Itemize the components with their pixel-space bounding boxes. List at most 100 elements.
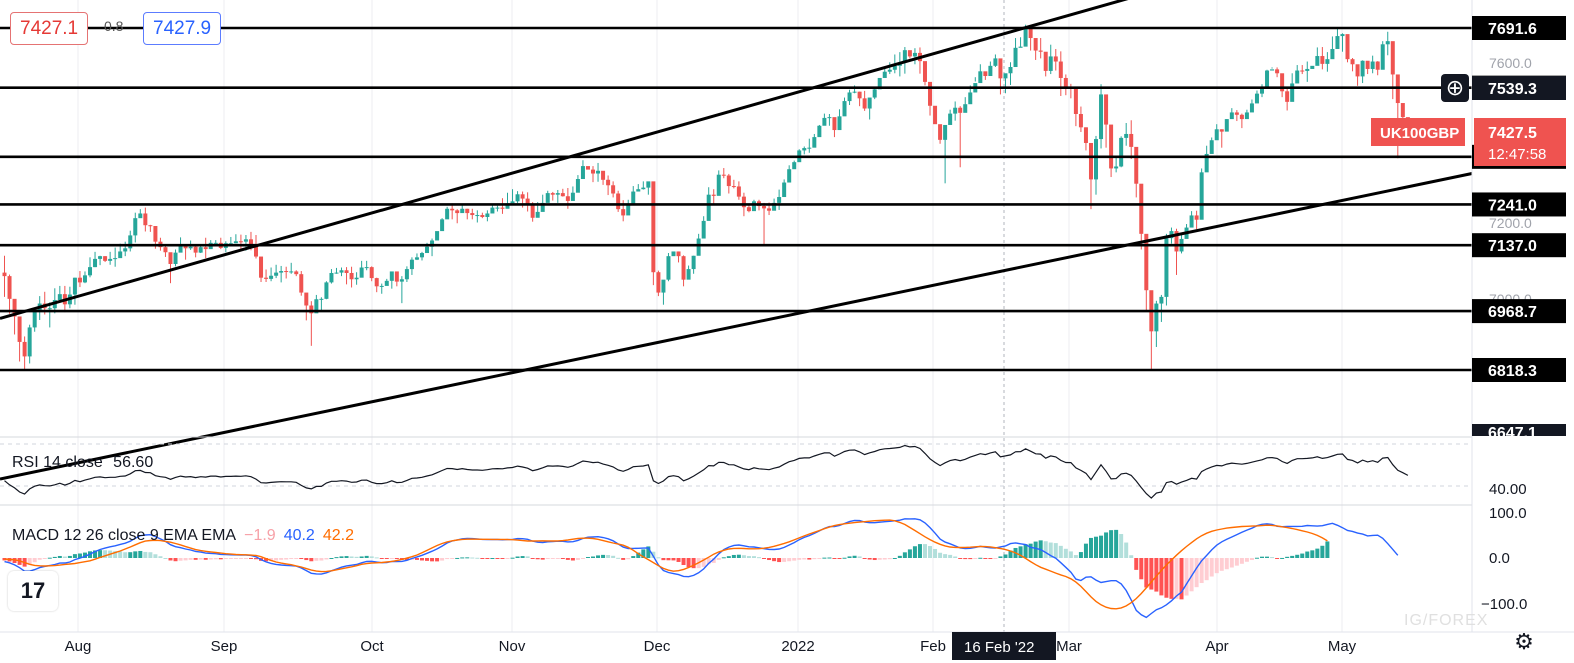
macd-histogram-bar <box>349 556 354 558</box>
candle-body <box>570 192 575 201</box>
candle-body <box>560 193 565 197</box>
candle-body <box>1058 61 1063 78</box>
macd-histogram-bar <box>676 558 681 562</box>
price-tick: 7200.0 <box>1489 215 1532 231</box>
symbol-label: UK100GBP <box>1380 125 1459 142</box>
crosshair-price-box <box>1472 76 1566 100</box>
macd-histogram-bar <box>822 557 827 559</box>
macd-histogram-bar <box>525 556 530 558</box>
macd-histogram-bar <box>907 549 912 558</box>
candle-body <box>792 162 797 170</box>
candle-body <box>1083 127 1088 143</box>
tradingview-logo-icon[interactable]: 17 <box>8 571 58 611</box>
candle-body <box>545 193 550 203</box>
candle-body <box>163 247 168 253</box>
add-alert-icon[interactable]: ⊕ <box>1441 74 1469 102</box>
candles <box>2 24 1410 371</box>
candle-body <box>530 203 535 218</box>
candle-body <box>243 239 248 242</box>
macd-histogram-bar <box>1159 558 1164 596</box>
candle-body <box>958 107 963 113</box>
macd-histogram-bar <box>1109 530 1114 558</box>
candle-body <box>248 239 253 245</box>
macd-histogram-bar <box>877 558 882 560</box>
candle-body <box>505 203 510 209</box>
candle-body <box>1305 68 1310 71</box>
candle-body <box>621 209 626 216</box>
macd-histogram-bar <box>1149 558 1154 590</box>
candle-body <box>445 208 450 220</box>
macd-histogram-bar <box>1270 557 1275 559</box>
macd-histogram-bar <box>1068 551 1073 558</box>
macd-histogram-bar <box>872 558 877 561</box>
candle-body <box>928 81 933 106</box>
candle-body <box>591 169 596 174</box>
candle-body <box>1134 146 1139 184</box>
candle-body <box>988 65 993 77</box>
candle-body <box>1370 61 1375 69</box>
macd-histogram-bar <box>1124 542 1129 558</box>
candle-body <box>847 92 852 102</box>
candle-body <box>1340 34 1345 37</box>
macd-histogram-bar <box>1219 558 1224 571</box>
macd-histogram-bar <box>807 558 812 560</box>
price-tick: 7600.0 <box>1489 55 1532 71</box>
macd-histogram-bar <box>1214 558 1219 574</box>
candle-body <box>1350 59 1355 65</box>
macd-histogram-bar <box>545 558 550 559</box>
time-axis-label: Apr <box>1205 638 1228 655</box>
macd-histogram-bar <box>445 558 450 560</box>
candle-body <box>887 69 892 72</box>
candle-body <box>550 193 555 195</box>
macd-histogram-bar <box>178 558 183 561</box>
macd-histogram-bar <box>611 555 616 558</box>
macd-histogram-bar <box>1234 558 1239 566</box>
time-axis-label: Sep <box>211 638 238 655</box>
sell-price-button[interactable]: 7427.1 <box>10 12 89 45</box>
settings-gear-icon[interactable]: ⚙ <box>1514 629 1534 654</box>
macd-histogram-bar <box>113 551 118 558</box>
macd-histogram-bar <box>1018 546 1023 558</box>
macd-pane <box>2 518 1399 619</box>
candle-body <box>837 116 842 131</box>
time-axis-label: Aug <box>65 638 92 655</box>
candle-body <box>178 245 183 253</box>
candle-body <box>1124 133 1129 138</box>
candle-body <box>1078 113 1083 128</box>
candle-body <box>1214 129 1219 141</box>
macd-signal-value: 42.2 <box>323 527 354 544</box>
candle-body <box>606 179 611 186</box>
candle-body <box>1018 46 1023 48</box>
candle-body <box>113 258 118 260</box>
candle-body <box>264 277 269 279</box>
macd-histogram-bar <box>580 558 585 559</box>
macd-histogram-bar <box>233 558 238 559</box>
candle-body <box>289 271 294 273</box>
macd-histogram-bar <box>404 558 409 561</box>
candle-body <box>455 210 460 214</box>
macd-histogram-bar <box>394 558 399 560</box>
macd-histogram-bar <box>953 556 958 558</box>
candle-body <box>822 117 827 126</box>
macd-histogram-bar <box>93 550 98 558</box>
macd-histogram-bar <box>57 555 62 558</box>
candle-body <box>1385 41 1390 45</box>
candle-body <box>1028 27 1033 39</box>
candle-body <box>601 170 606 180</box>
candle-body <box>676 251 681 257</box>
candle-body <box>636 189 641 192</box>
macd-histogram-bar <box>254 558 258 560</box>
trendline-upper-channel <box>0 0 1129 320</box>
macd-histogram-bar <box>832 558 837 559</box>
level-label: 7137.0 <box>1488 238 1537 255</box>
candle-body <box>198 247 203 253</box>
buy-price-button[interactable]: 7427.9 <box>143 12 222 45</box>
macd-histogram-bar <box>1249 558 1254 561</box>
macd-histogram-bar <box>344 556 349 558</box>
candle-body <box>565 196 570 201</box>
candle-body <box>485 213 490 217</box>
candle-body <box>1199 172 1204 220</box>
macd-histogram-bar <box>319 558 324 561</box>
candle-body <box>525 198 530 204</box>
macd-histogram-bar <box>374 557 379 559</box>
